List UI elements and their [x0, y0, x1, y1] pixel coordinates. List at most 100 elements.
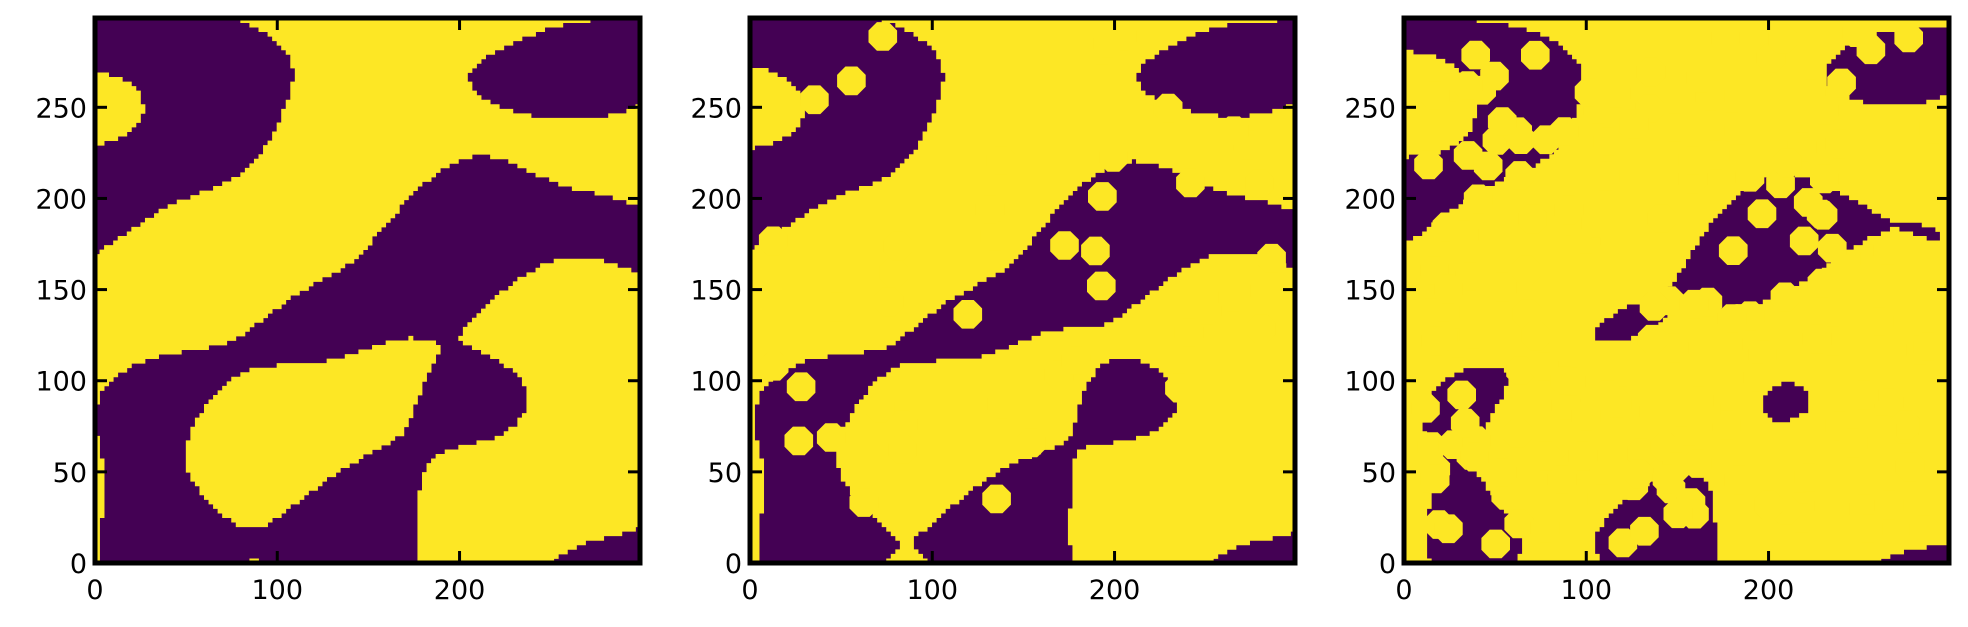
octagon-inclusion	[1518, 204, 1547, 234]
octagon-inclusion	[1218, 283, 1248, 312]
octagon-inclusion	[1810, 96, 1839, 125]
octagon-inclusion	[1591, 161, 1620, 191]
octagon-inclusion	[986, 146, 1016, 175]
octagon-inclusion	[1017, 428, 1046, 458]
octagon-inclusion	[816, 423, 846, 452]
octagon-inclusion	[1491, 481, 1520, 510]
octagon-inclusion	[980, 221, 1010, 251]
octagon-inclusion	[1874, 388, 1904, 417]
octagon-inclusion	[1717, 304, 1747, 333]
octagon-inclusion	[1639, 292, 1669, 321]
octagon-inclusion	[1087, 271, 1116, 301]
octagon-inclusion	[982, 484, 1011, 514]
heatmap-high-phase	[95, 18, 641, 564]
octagon-inclusion	[1488, 458, 1517, 487]
octagon-inclusion	[1505, 161, 1534, 190]
octagon-inclusion	[759, 352, 789, 381]
octagon-inclusion	[1794, 463, 1824, 492]
octagon-inclusion	[1530, 513, 1560, 543]
y-tick-label: 50	[53, 458, 87, 489]
octagon-inclusion	[1571, 401, 1601, 431]
octagon-inclusion	[1587, 484, 1617, 514]
octagon-inclusions	[1411, 18, 1948, 559]
octagon-inclusion	[1619, 109, 1649, 139]
y-tick-label: 0	[1379, 549, 1396, 580]
octagon-inclusion	[1827, 68, 1856, 98]
y-tick-label: 200	[1344, 184, 1396, 215]
octagon-inclusion	[1802, 324, 1832, 354]
octagon-inclusion	[1488, 272, 1517, 302]
octagon-inclusion	[1712, 410, 1741, 440]
octagon-inclusion	[1550, 366, 1579, 395]
octagon-inclusion	[758, 226, 788, 256]
x-tick-label: 200	[434, 575, 486, 606]
octagon-inclusion	[1420, 464, 1450, 494]
octagon-inclusion	[1081, 236, 1110, 266]
octagon-inclusion	[879, 258, 908, 287]
octagon-inclusion	[1701, 140, 1730, 170]
y-tick-label: 150	[690, 276, 742, 307]
octagon-inclusion	[1455, 262, 1485, 291]
octagon-inclusion	[975, 195, 1005, 224]
octagon-inclusion	[1593, 127, 1623, 156]
y-tick-label: 50	[1362, 458, 1396, 489]
x-tick-label: 100	[907, 575, 959, 606]
octagon-inclusion	[1247, 314, 1276, 343]
octagon-inclusion	[1093, 29, 1122, 58]
octagon-inclusion	[1810, 164, 1839, 194]
octagon-inclusion	[1825, 129, 1854, 159]
octagon-inclusion	[1679, 289, 1709, 319]
octagon-inclusion	[1447, 380, 1476, 410]
octagon-inclusion	[1637, 324, 1667, 354]
octagon-inclusion	[1511, 255, 1541, 285]
octagon-inclusion	[849, 488, 879, 517]
octagon-inclusion	[1506, 356, 1535, 385]
octagon-inclusion	[1718, 236, 1748, 265]
octagon-inclusion	[1547, 465, 1577, 494]
octagon-inclusion	[888, 435, 917, 464]
octagon-inclusion	[1636, 57, 1666, 87]
octagon-inclusion	[1257, 243, 1286, 273]
octagon-inclusion	[1894, 23, 1923, 53]
octagon-inclusion	[1895, 452, 1925, 482]
y-tick-label: 250	[690, 93, 742, 124]
octagon-inclusion	[1574, 78, 1604, 107]
octagon-inclusion	[1686, 63, 1716, 93]
y-tick-label: 0	[725, 549, 742, 580]
octagon-inclusion	[883, 231, 913, 261]
octagon-inclusion	[1481, 529, 1510, 559]
octagon-inclusion	[822, 292, 851, 322]
x-tick-label: 200	[1743, 575, 1795, 606]
octagon-inclusion	[1602, 79, 1631, 108]
octagon-inclusion	[1529, 352, 1559, 381]
octagon-inclusion	[1504, 509, 1534, 539]
octagon-inclusion	[1817, 233, 1847, 263]
octagon-inclusion	[1414, 150, 1443, 180]
octagon-inclusion	[1652, 464, 1682, 494]
octagon-inclusion	[1434, 274, 1463, 304]
octagon-inclusion	[1460, 442, 1489, 472]
octagon-inclusion	[1724, 116, 1754, 145]
octagon-inclusion	[1245, 169, 1274, 198]
heatmap-panel-1: 0 100 200 0 50 100 150 200 250	[35, 15, 643, 606]
octagon-inclusion	[1554, 195, 1584, 225]
octagon-inclusion	[1891, 410, 1920, 440]
y-tick-label: 0	[70, 549, 87, 580]
octagon-inclusion	[1463, 184, 1493, 214]
octagon-inclusion	[1193, 296, 1222, 325]
octagon-inclusion	[987, 389, 1016, 419]
octagon-inclusion	[1724, 465, 1754, 495]
octagon-inclusion	[1919, 114, 1948, 144]
octagon-inclusion	[953, 300, 983, 329]
octagon-inclusion	[1713, 329, 1743, 359]
x-tick-label: 200	[1089, 575, 1141, 606]
octagon-inclusion	[1807, 268, 1837, 298]
octagon-inclusion	[1660, 333, 1689, 363]
x-tick-label: 0	[1395, 575, 1412, 606]
octagon-inclusion	[1153, 93, 1183, 123]
octagon-inclusion	[1849, 380, 1879, 410]
y-tick-label: 50	[708, 458, 742, 489]
octagon-inclusion	[1647, 204, 1676, 233]
octagon-inclusion	[1521, 321, 1550, 351]
